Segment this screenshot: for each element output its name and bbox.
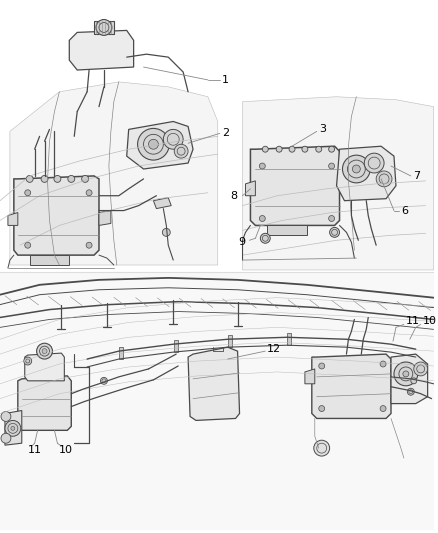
Polygon shape (30, 255, 69, 265)
Circle shape (100, 377, 107, 384)
Circle shape (394, 362, 418, 386)
Polygon shape (243, 96, 434, 270)
Polygon shape (69, 30, 134, 70)
Circle shape (259, 215, 265, 221)
Circle shape (343, 155, 370, 183)
Polygon shape (336, 146, 396, 200)
Circle shape (163, 130, 183, 149)
Circle shape (376, 171, 392, 187)
Polygon shape (14, 176, 99, 255)
Polygon shape (119, 347, 123, 359)
Text: 10: 10 (423, 317, 437, 326)
Polygon shape (312, 354, 391, 418)
Polygon shape (228, 335, 232, 347)
Polygon shape (8, 213, 18, 225)
Circle shape (68, 175, 75, 182)
Text: 10: 10 (58, 445, 72, 455)
Circle shape (414, 362, 427, 376)
Circle shape (364, 153, 384, 173)
Circle shape (316, 146, 321, 152)
Circle shape (262, 146, 268, 152)
Circle shape (25, 242, 31, 248)
Circle shape (86, 242, 92, 248)
Polygon shape (287, 333, 291, 345)
Circle shape (289, 146, 295, 152)
Circle shape (138, 128, 169, 160)
Circle shape (276, 146, 282, 152)
Circle shape (403, 371, 409, 377)
Polygon shape (391, 354, 427, 403)
Polygon shape (94, 20, 114, 34)
Polygon shape (127, 122, 193, 169)
Polygon shape (18, 376, 71, 430)
Circle shape (353, 165, 360, 173)
Polygon shape (174, 340, 178, 352)
Circle shape (5, 421, 21, 437)
Text: 2: 2 (222, 128, 229, 139)
Text: 11: 11 (28, 445, 42, 455)
Text: 8: 8 (230, 191, 237, 201)
Circle shape (380, 406, 386, 411)
Polygon shape (5, 410, 22, 445)
Polygon shape (339, 179, 351, 193)
Text: 12: 12 (267, 344, 281, 354)
Polygon shape (153, 198, 171, 208)
Polygon shape (10, 82, 218, 265)
Polygon shape (251, 146, 339, 225)
Circle shape (328, 163, 335, 169)
Circle shape (319, 363, 325, 369)
Circle shape (1, 433, 11, 443)
Circle shape (330, 228, 339, 237)
Circle shape (42, 349, 47, 353)
Circle shape (26, 175, 33, 182)
Circle shape (407, 388, 414, 395)
Text: 7: 7 (413, 171, 420, 181)
Circle shape (411, 378, 417, 384)
Circle shape (41, 175, 48, 182)
Polygon shape (0, 272, 434, 530)
Circle shape (37, 343, 53, 359)
Text: 9: 9 (238, 237, 245, 247)
Circle shape (25, 190, 31, 196)
Circle shape (302, 146, 308, 152)
Polygon shape (391, 367, 404, 382)
Polygon shape (305, 369, 315, 384)
Polygon shape (188, 347, 240, 421)
Circle shape (319, 406, 325, 411)
Circle shape (81, 175, 88, 182)
Circle shape (259, 163, 265, 169)
Circle shape (174, 144, 188, 158)
Circle shape (380, 361, 386, 367)
Text: 1: 1 (222, 75, 229, 85)
Text: 11: 11 (406, 317, 420, 326)
Circle shape (162, 228, 170, 236)
Circle shape (24, 357, 32, 365)
Circle shape (148, 139, 159, 149)
Circle shape (328, 146, 335, 152)
Polygon shape (99, 211, 111, 225)
Polygon shape (245, 181, 255, 196)
Polygon shape (267, 225, 307, 235)
Circle shape (1, 411, 11, 422)
Text: 3: 3 (319, 124, 326, 134)
Circle shape (260, 233, 270, 243)
Polygon shape (25, 353, 64, 381)
Circle shape (314, 440, 330, 456)
Circle shape (328, 215, 335, 221)
Text: 6: 6 (401, 206, 408, 215)
Circle shape (96, 20, 112, 35)
Circle shape (86, 190, 92, 196)
Circle shape (11, 426, 15, 430)
Circle shape (54, 175, 61, 182)
